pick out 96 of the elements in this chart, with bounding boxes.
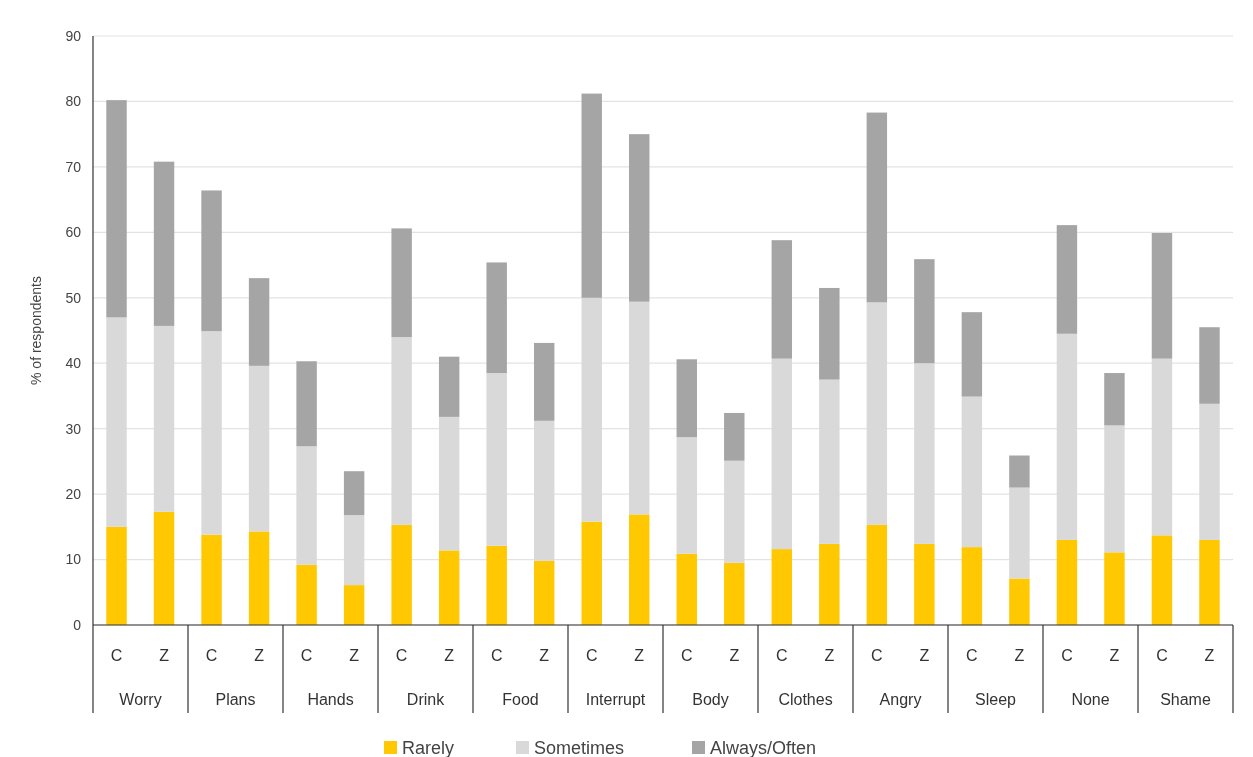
bar bbox=[153, 161, 175, 326]
x-tick-label: C bbox=[300, 647, 313, 664]
x-tick-label: C bbox=[680, 647, 693, 664]
y-tick-label: 50 bbox=[65, 289, 82, 306]
bar bbox=[106, 526, 127, 625]
text: Shame bbox=[1160, 691, 1211, 708]
x-tick-label: C bbox=[776, 647, 788, 664]
x-tick-label: C bbox=[490, 647, 503, 664]
bar bbox=[914, 543, 935, 625]
bar bbox=[771, 549, 793, 625]
bar bbox=[866, 112, 888, 303]
y-tick-label: 0 bbox=[73, 616, 82, 633]
legend-label: Sometimes bbox=[534, 738, 625, 757]
y-axis-title: % of respondents bbox=[28, 276, 44, 385]
bar bbox=[248, 531, 270, 625]
bar bbox=[486, 545, 507, 625]
x-tick-label: Z bbox=[444, 647, 455, 664]
text: Food bbox=[502, 691, 539, 708]
bar bbox=[1199, 539, 1220, 625]
bar bbox=[1151, 232, 1173, 359]
x-tick-label: C bbox=[395, 647, 408, 664]
text: Worry bbox=[119, 691, 162, 708]
text: Clothes bbox=[778, 691, 833, 708]
text: Plans bbox=[215, 691, 256, 708]
bar bbox=[391, 228, 412, 338]
text: Hands bbox=[307, 691, 354, 708]
text: Drink bbox=[406, 691, 446, 708]
bar bbox=[724, 562, 745, 625]
bar bbox=[201, 190, 222, 332]
bar bbox=[676, 359, 697, 438]
bar bbox=[1151, 535, 1173, 625]
bar bbox=[629, 514, 650, 625]
x-tick-label: Z bbox=[634, 647, 645, 664]
bar bbox=[106, 100, 127, 318]
x-tick-label: C bbox=[1061, 647, 1073, 664]
bar bbox=[1104, 373, 1125, 426]
x-tick-label: Z bbox=[539, 647, 550, 664]
bar bbox=[438, 550, 460, 625]
bar bbox=[676, 553, 697, 625]
bar bbox=[1056, 225, 1078, 334]
x-tick-label: C bbox=[205, 647, 218, 664]
bar bbox=[724, 412, 745, 461]
y-tick-label: 60 bbox=[65, 224, 82, 241]
bar bbox=[819, 287, 840, 380]
bar bbox=[533, 342, 555, 421]
bar bbox=[581, 93, 602, 298]
text: Interrupt bbox=[585, 691, 646, 708]
bar bbox=[391, 524, 412, 625]
y-tick-label: 10 bbox=[65, 551, 82, 568]
bar bbox=[1009, 578, 1030, 625]
bar bbox=[1104, 552, 1125, 625]
bar bbox=[629, 134, 650, 302]
text: Sleep bbox=[975, 691, 1017, 708]
bar bbox=[581, 521, 602, 625]
x-tick-label: Z bbox=[919, 647, 930, 664]
bar bbox=[533, 560, 555, 625]
bar bbox=[343, 585, 365, 625]
bar bbox=[1056, 539, 1078, 625]
x-tick-label: Z bbox=[349, 647, 360, 664]
x-tick-label: Z bbox=[729, 647, 740, 664]
bar bbox=[961, 547, 983, 625]
y-tick-label: 70 bbox=[65, 158, 82, 175]
x-tick-label: Z bbox=[1204, 647, 1215, 664]
x-tick-label: Z bbox=[1014, 647, 1025, 664]
y-tick-label: 80 bbox=[65, 93, 82, 110]
bar bbox=[819, 543, 840, 625]
bar bbox=[201, 534, 222, 625]
bar bbox=[296, 564, 317, 625]
y-tick-label: 90 bbox=[65, 27, 82, 44]
x-tick-label: C bbox=[585, 647, 598, 664]
bar bbox=[1009, 455, 1030, 488]
y-tick-label: 40 bbox=[65, 355, 82, 372]
bar bbox=[914, 259, 935, 364]
bar bbox=[343, 471, 365, 516]
bar bbox=[866, 524, 888, 625]
x-tick-label: Z bbox=[824, 647, 835, 664]
x-tick-label: C bbox=[110, 647, 123, 664]
bar bbox=[438, 356, 460, 417]
bar bbox=[1199, 327, 1220, 404]
text: Angry bbox=[879, 691, 922, 708]
x-tick-label: C bbox=[966, 647, 978, 664]
x-tick-label: C bbox=[871, 647, 883, 664]
x-tick-label: C bbox=[1156, 647, 1168, 664]
text: Body bbox=[692, 691, 729, 708]
x-tick-label: Z bbox=[1109, 647, 1120, 664]
bar bbox=[486, 262, 507, 374]
y-tick-label: 30 bbox=[65, 420, 82, 437]
x-tick-label: Z bbox=[159, 647, 170, 664]
bar bbox=[961, 312, 983, 397]
bar bbox=[771, 240, 793, 359]
text: None bbox=[1071, 691, 1110, 708]
bar bbox=[248, 278, 270, 366]
y-tick-label: 20 bbox=[65, 486, 82, 503]
bar bbox=[296, 361, 317, 447]
bar bbox=[153, 511, 175, 625]
x-tick-label: Z bbox=[254, 647, 265, 664]
